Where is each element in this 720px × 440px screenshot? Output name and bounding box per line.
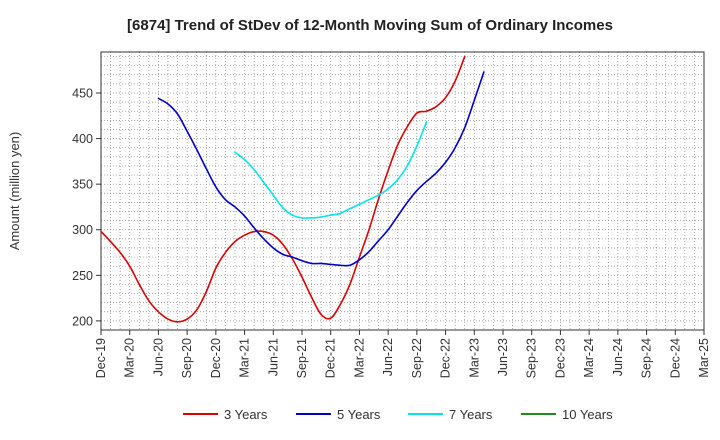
x-tick-label: Dec-23 — [553, 338, 567, 378]
legend-label: 5 Years — [337, 407, 381, 422]
y-tick-label: 350 — [72, 178, 93, 192]
x-tick-label: Dec-20 — [209, 338, 223, 378]
series-lines — [100, 55, 485, 323]
x-tick-label: Sep-24 — [640, 338, 654, 378]
legend-label: 3 Years — [224, 407, 268, 422]
y-tick-label: 400 — [72, 132, 93, 146]
series-line-7-years — [234, 121, 428, 219]
x-tick-label: Jun-21 — [266, 338, 280, 376]
x-tick-label: Mar-22 — [352, 338, 366, 378]
series-line-3-years — [100, 55, 466, 323]
x-tick-label: Dec-19 — [94, 338, 108, 378]
legend-label: 7 Years — [449, 407, 493, 422]
x-tick-label: Mar-20 — [123, 338, 137, 378]
y-axis-label: Amount (million yen) — [7, 132, 22, 251]
x-tick-label: Sep-21 — [295, 338, 309, 378]
y-tick-label: 250 — [72, 269, 93, 283]
plot-area — [100, 51, 705, 331]
x-tick-label: Sep-22 — [410, 338, 424, 378]
x-tick-label: Mar-21 — [238, 338, 252, 378]
y-tick-label: 300 — [72, 223, 93, 237]
series-line-5-years — [157, 71, 485, 267]
y-tick-label: 450 — [72, 87, 93, 101]
x-tick-label: Dec-21 — [324, 338, 338, 378]
x-tick-label: Mar-23 — [467, 338, 481, 378]
x-tick-label: Jun-24 — [611, 338, 625, 376]
legend: 3 Years 5 Years 7 Years 10 Years — [183, 407, 613, 422]
x-tick-label: Jun-23 — [496, 338, 510, 376]
x-tick-label: Sep-20 — [180, 338, 194, 378]
x-tick-label: Sep-23 — [525, 338, 539, 378]
chart-title: [6874] Trend of StDev of 12-Month Moving… — [127, 17, 613, 34]
y-tick-label: 200 — [72, 314, 93, 328]
x-tick-label: Dec-22 — [439, 338, 453, 378]
x-tick-label: Mar-24 — [582, 338, 596, 378]
x-tick-label: Mar-25 — [697, 338, 711, 378]
grid — [100, 52, 705, 330]
x-tick-label: Dec-24 — [668, 338, 682, 378]
x-axis-ticks: Dec-19 Mar-20 Jun-20 Sep-20 Dec-20 Mar-21 Jun-… — [94, 330, 711, 378]
x-tick-label: Jun-20 — [151, 338, 165, 376]
x-tick-label: Jun-22 — [381, 338, 395, 376]
legend-label: 10 Years — [562, 407, 613, 422]
y-axis-ticks: 200 250 300 350 400 450 — [72, 87, 101, 328]
